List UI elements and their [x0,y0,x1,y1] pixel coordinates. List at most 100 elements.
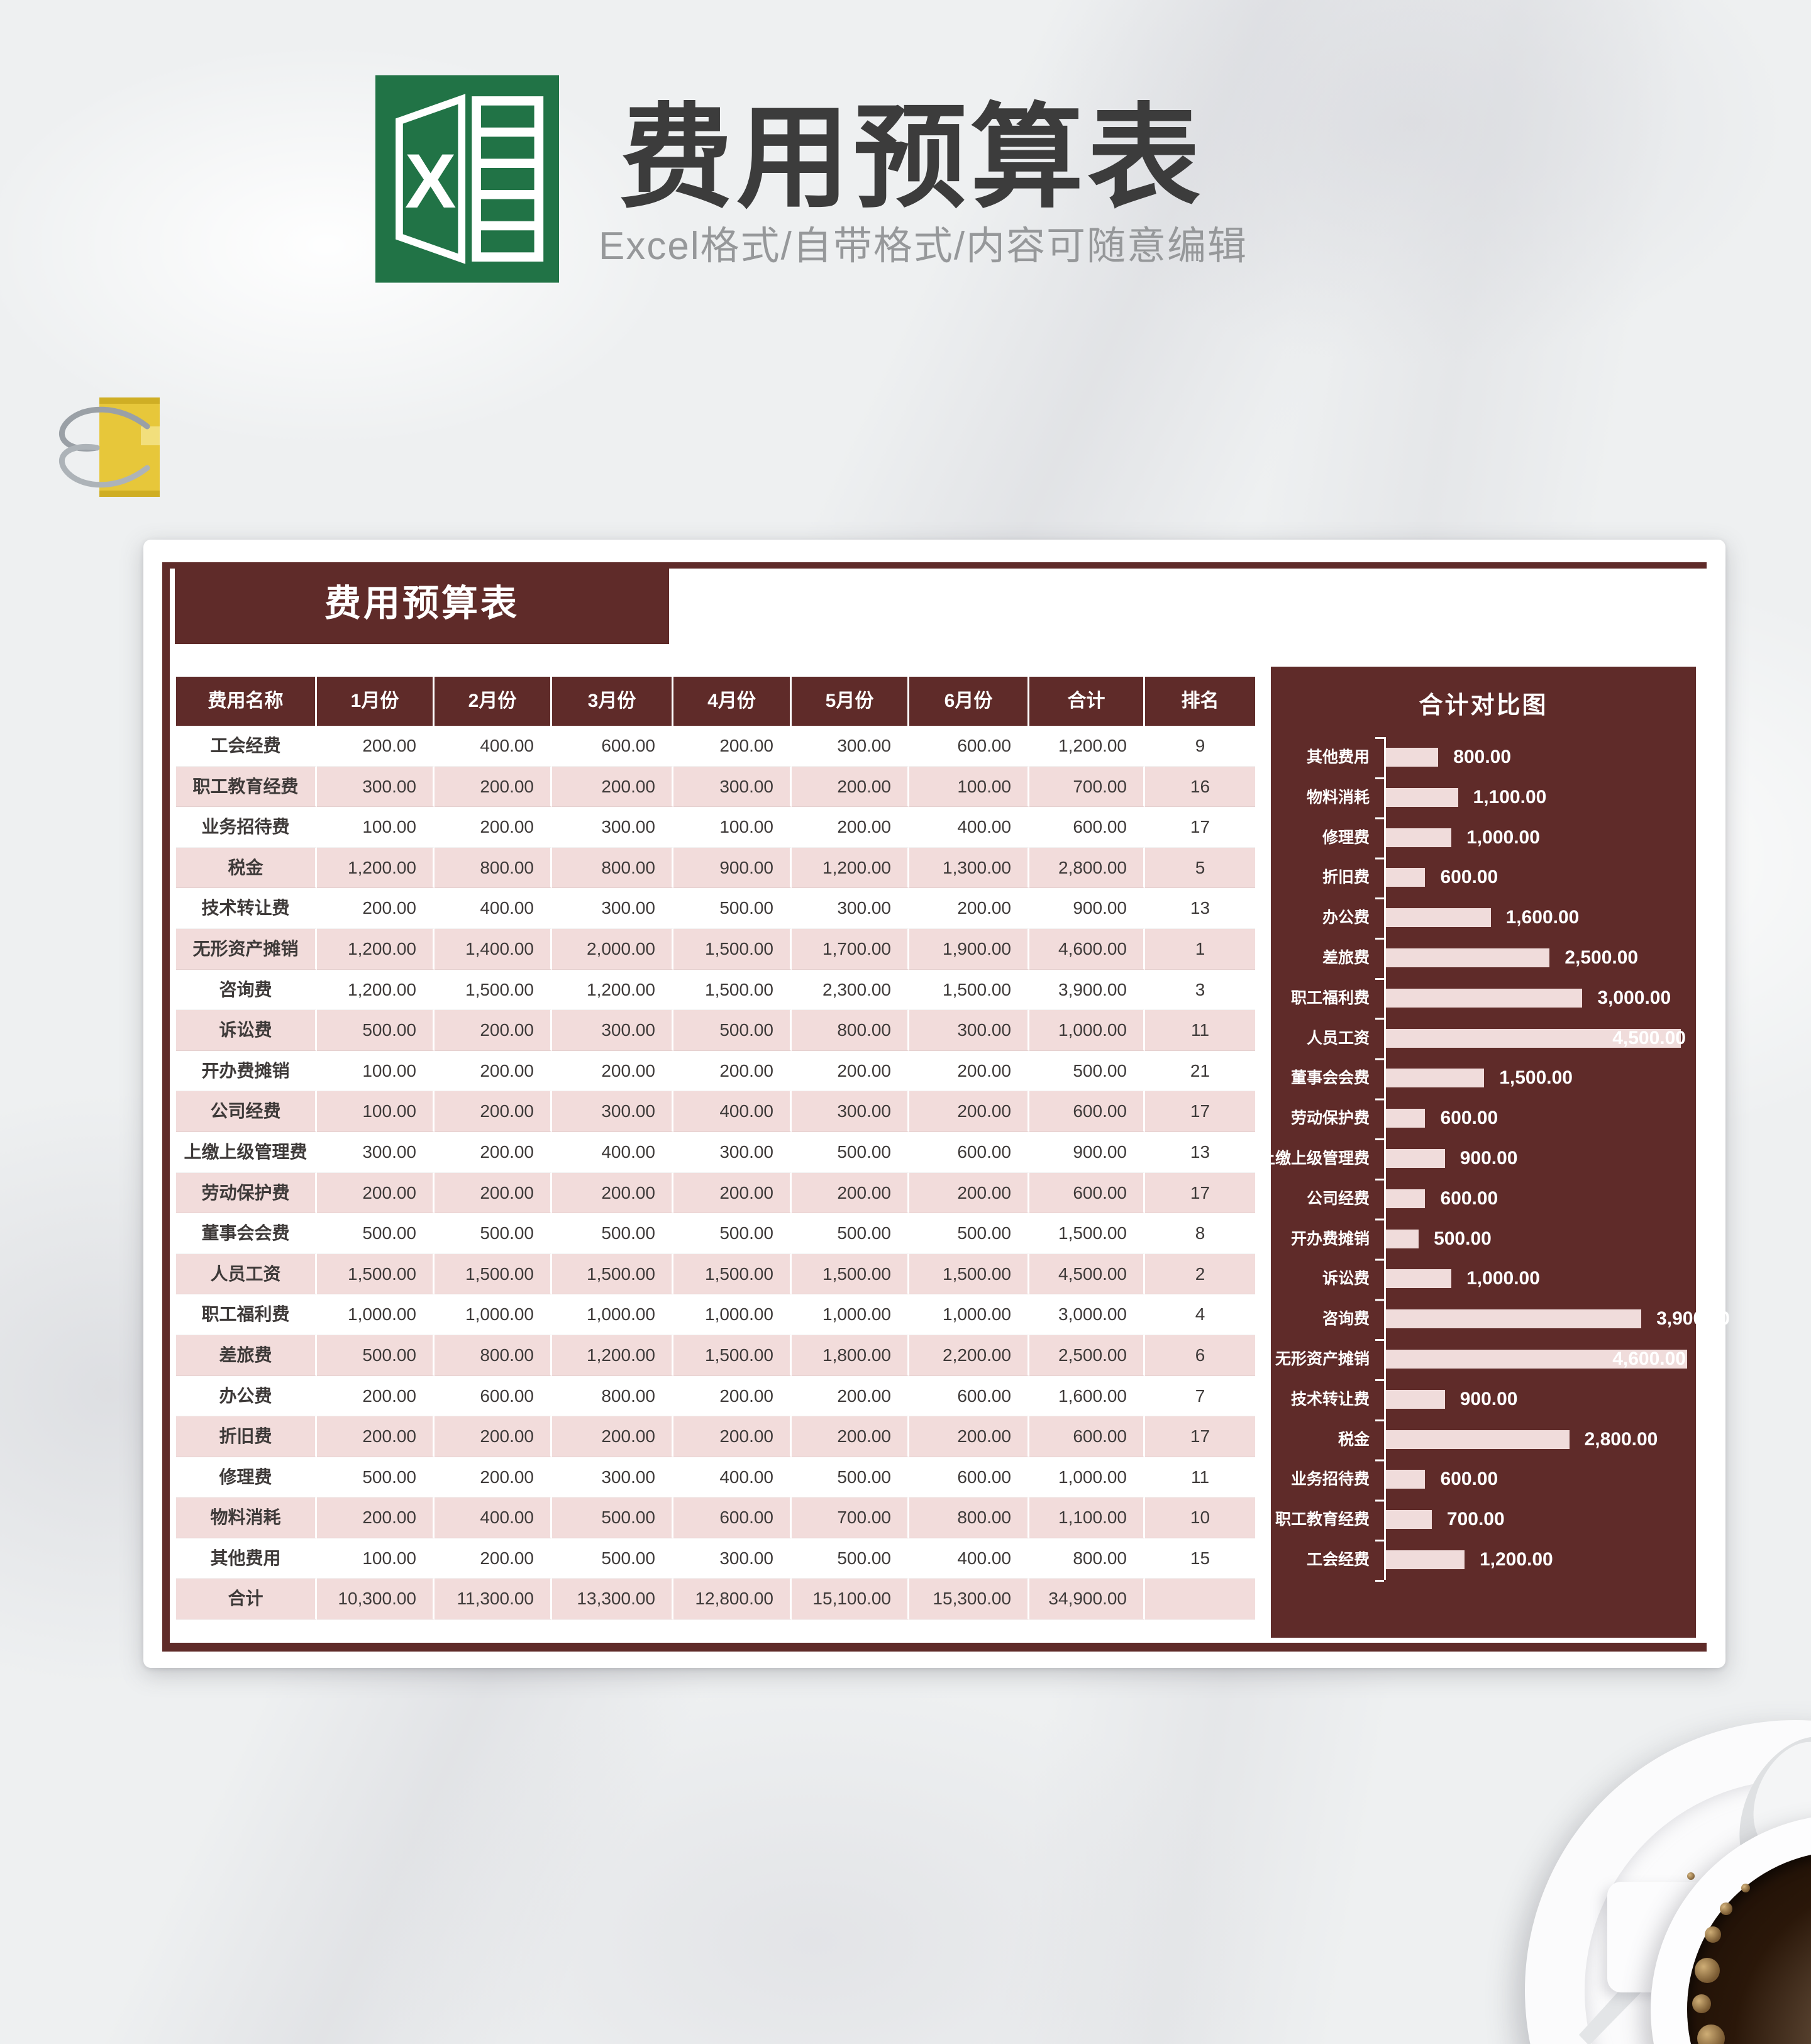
bar-label: 税金 [1337,1430,1370,1448]
table-cell: 1,000.00 [435,1294,552,1335]
table-cell: 300.00 [317,1131,435,1173]
table-header-cell: 排名 [1145,677,1255,726]
table-cell: 1,500.00 [1029,1213,1145,1254]
table-header-cell: 费用名称 [176,677,317,726]
table-cell: 200.00 [909,1172,1029,1214]
bar-label: 职工教育经费 [1275,1511,1370,1529]
table-header-cell: 6月份 [909,677,1029,726]
bar-row: 办公费 1,600.00 [1322,897,1687,938]
bar-label: 开办费摊销 [1290,1230,1370,1248]
table-cell: 500.00 [552,1538,673,1579]
table-cell [1145,1579,1255,1620]
table-cell: 500.00 [792,1457,909,1498]
table-row-name: 董事会会费 [176,1213,317,1254]
table-cell: 11,300.00 [435,1579,552,1620]
table-cell: 500.00 [909,1213,1029,1254]
bar-value: 600.00 [1440,1108,1498,1129]
table-cell: 800.00 [792,1010,909,1051]
table-cell: 400.00 [673,1457,792,1498]
table-cell: 1,200.00 [317,847,435,889]
table-cell: 3 [1145,969,1255,1011]
table-cell: 800.00 [435,1335,552,1376]
bar-value: 3,000.00 [1597,987,1671,1008]
table-cell: 1,500.00 [673,1335,792,1376]
table-cell: 200.00 [435,807,552,848]
table-cell: 200.00 [317,1497,435,1538]
table-cell: 1,200.00 [552,1335,673,1376]
bar-row: 业务招待费 600.00 [1291,1459,1687,1499]
table-cell: 300.00 [552,1010,673,1051]
table-cell: 200.00 [317,1172,435,1214]
table-cell: 800.00 [909,1497,1029,1538]
bar [1386,1028,1681,1048]
table-header-cell: 2月份 [435,677,552,726]
table-row-name: 人员工资 [176,1253,317,1295]
table-cell: 400.00 [909,1538,1029,1579]
table-cell: 900.00 [1029,888,1145,929]
table-row-name: 开办费摊销 [176,1050,317,1092]
coffee-foam [1697,2025,1725,2044]
table-row-name: 工会经费 [176,726,317,767]
table-cell: 15,300.00 [909,1579,1029,1620]
table-cell: 1,900.00 [909,928,1029,970]
table-cell: 200.00 [435,1457,552,1498]
coffee [1687,1851,1811,2044]
table-cell: 100.00 [909,766,1029,808]
bar-value: 500.00 [1434,1228,1492,1249]
table-row-name: 咨询费 [176,969,317,1011]
table-cell: 200.00 [792,1050,909,1092]
bar-row: 职工福利费 3,000.00 [1291,978,1687,1018]
bar [1386,1269,1452,1289]
budget-table: 费用名称 1月份 2月份 3月份 4月份 5月份 6月份 合计 排名 工会经费 200.00 400.… [176,677,1255,1620]
bar [1386,1189,1426,1208]
table-row-name: 诉讼费 [176,1010,317,1051]
table-cell: 2,800.00 [1029,847,1145,889]
table-cell: 700.00 [792,1497,909,1538]
bar-row: 董事会会费 1,500.00 [1291,1058,1687,1098]
table-cell: 200.00 [435,1010,552,1051]
table-cell: 200.00 [435,1538,552,1579]
table-cell: 17 [1145,1416,1255,1457]
table-cell: 17 [1145,807,1255,848]
table-cell: 800.00 [1029,1538,1145,1579]
table-header-cell: 合计 [1029,677,1145,726]
bar-label: 办公费 [1322,909,1370,927]
table-row-name: 合计 [176,1579,317,1620]
bar-label: 差旅费 [1322,948,1370,967]
table-cell: 16 [1145,766,1255,808]
table-row-name: 修理费 [176,1457,317,1498]
bar-row: 开办费摊销 500.00 [1291,1219,1687,1259]
table-cell: 2,500.00 [1029,1335,1145,1376]
table-cell: 200.00 [792,1172,909,1214]
bar-row: 职工教育经费 700.00 [1275,1499,1687,1540]
bar-row: 工会经费 1,200.00 [1307,1540,1687,1580]
table-cell: 300.00 [673,766,792,808]
table-row-name: 业务招待费 [176,807,317,848]
bar-label: 技术转让费 [1290,1390,1370,1408]
table-cell: 5 [1145,847,1255,889]
table-cell: 500.00 [1029,1050,1145,1092]
table-cell: 600.00 [673,1497,792,1538]
table-cell: 300.00 [792,1091,909,1132]
table-header-cell: 4月份 [673,677,792,726]
table-cell: 300.00 [552,807,673,848]
bar [1386,1148,1445,1168]
table-cell: 200.00 [435,766,552,808]
table-cell: 200.00 [673,1050,792,1092]
table-cell: 100.00 [317,1538,435,1579]
bar-value: 1,000.00 [1466,1268,1540,1289]
table-cell: 10,300.00 [317,1579,435,1620]
bar-value: 1,100.00 [1473,786,1547,808]
table-cell: 500.00 [552,1497,673,1538]
chart-plot: 其他费用 800.00 物料消耗 1,100.00 修理费 1,000.00 折旧费 600.… [1260,737,1730,1582]
table-cell: 200.00 [317,726,435,767]
table-cell: 500.00 [317,1457,435,1498]
table-cell: 500.00 [792,1538,909,1579]
bar-label: 业务招待费 [1290,1470,1370,1489]
bar [1386,787,1458,807]
bar-value: 1,600.00 [1505,907,1580,928]
table-cell: 600.00 [552,726,673,767]
table-cell: 13 [1145,888,1255,929]
bar [1386,1510,1432,1530]
table-cell: 400.00 [909,807,1029,848]
